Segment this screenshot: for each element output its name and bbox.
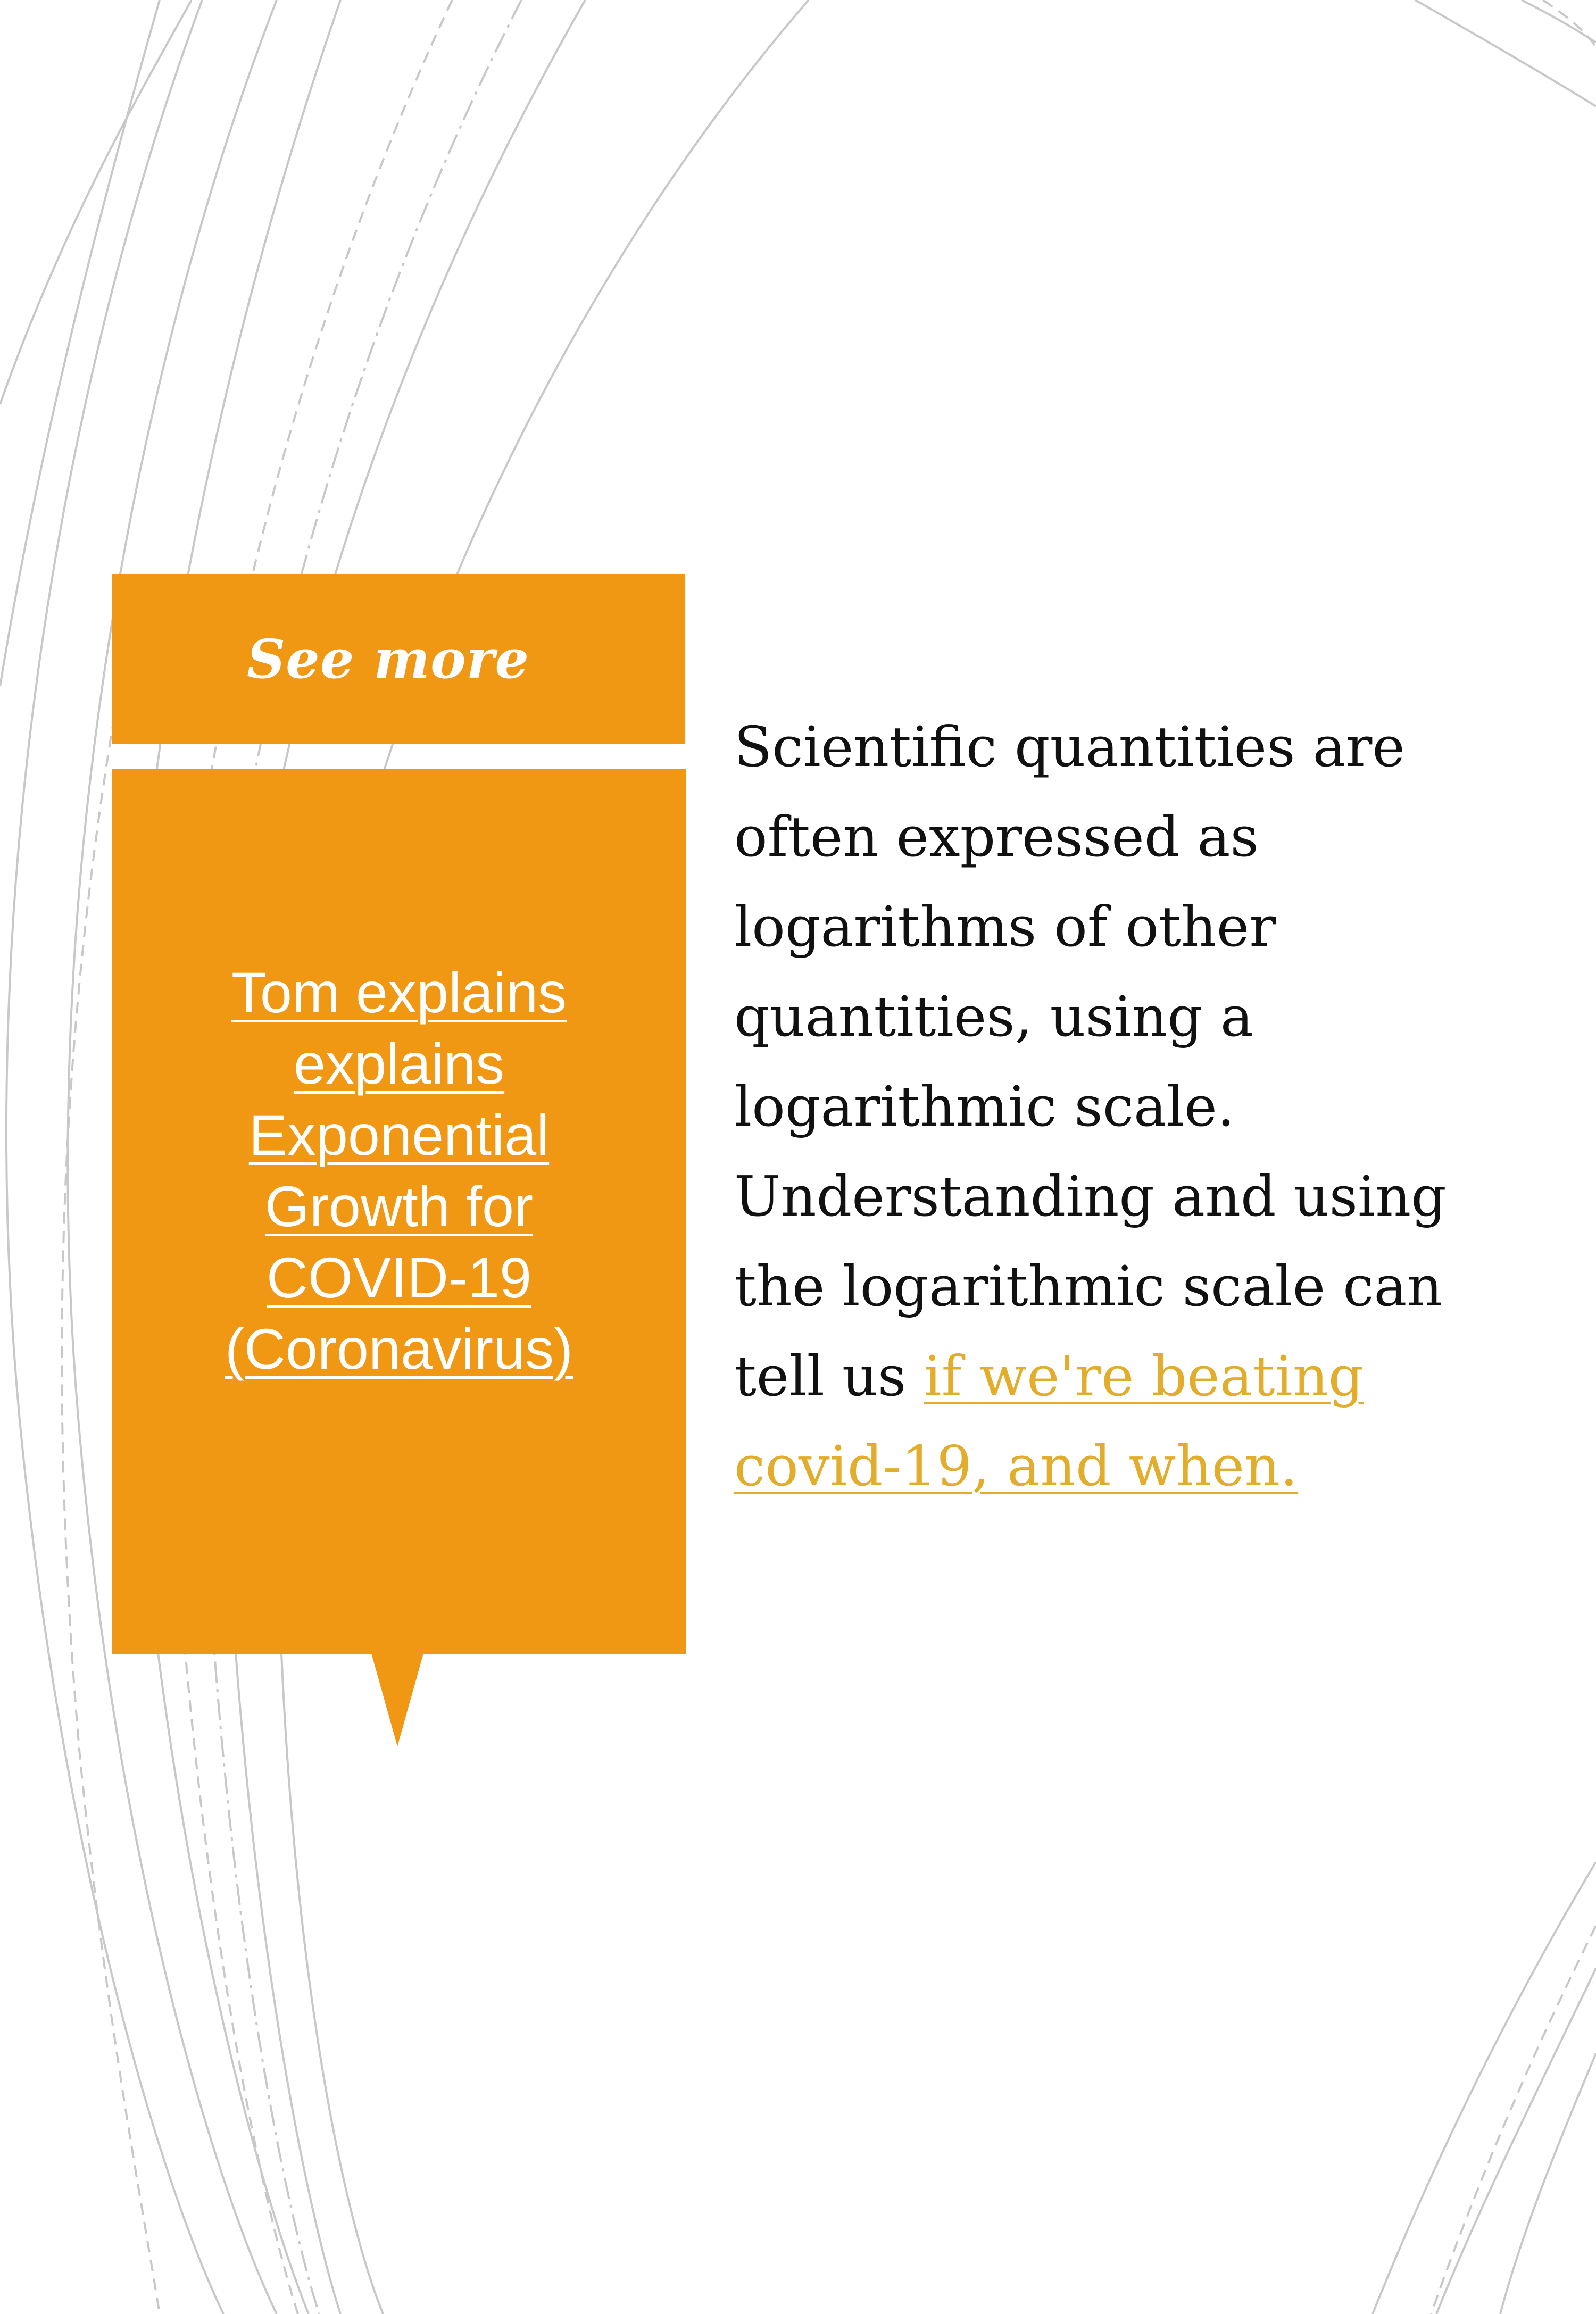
body-line: logarithms of other: [734, 894, 1276, 959]
body-line-with-link: tell us if we're beating: [734, 1331, 1564, 1421]
callout-pointer: [371, 1653, 423, 1746]
covid-beating-link[interactable]: if we're beating: [924, 1344, 1364, 1409]
video-callout-card: Tom explains explains Exponential Growth…: [112, 769, 686, 1654]
body-line: Understanding and using: [734, 1164, 1447, 1229]
video-link-line: explains: [293, 1031, 505, 1096]
video-link-line: Exponential: [248, 1103, 550, 1167]
body-line: the logarithmic scale can: [734, 1254, 1443, 1319]
covid-beating-link-cont[interactable]: covid-19, and when.: [734, 1434, 1298, 1499]
body-line: logarithmic scale.: [734, 1074, 1235, 1139]
body-line-link: covid-19, and when.: [734, 1421, 1564, 1511]
video-link-line: COVID-19: [266, 1245, 532, 1310]
body-line: often expressed as: [734, 804, 1259, 869]
video-link[interactable]: Tom explains explains Exponential Growth…: [112, 957, 686, 1385]
see-more-label: See more: [246, 627, 530, 690]
video-link-line: (Coronavirus): [225, 1317, 573, 1381]
body-line: quantities, using a: [734, 984, 1253, 1049]
body-paragraph: Scientific quantities are often expresse…: [734, 702, 1564, 1511]
see-more-button[interactable]: See more: [112, 574, 685, 744]
video-link-line: Tom explains: [231, 960, 567, 1025]
body-line-prefix: tell us: [734, 1344, 924, 1409]
body-line: Scientific quantities are: [734, 714, 1405, 779]
video-link-line: Growth for: [264, 1174, 534, 1238]
